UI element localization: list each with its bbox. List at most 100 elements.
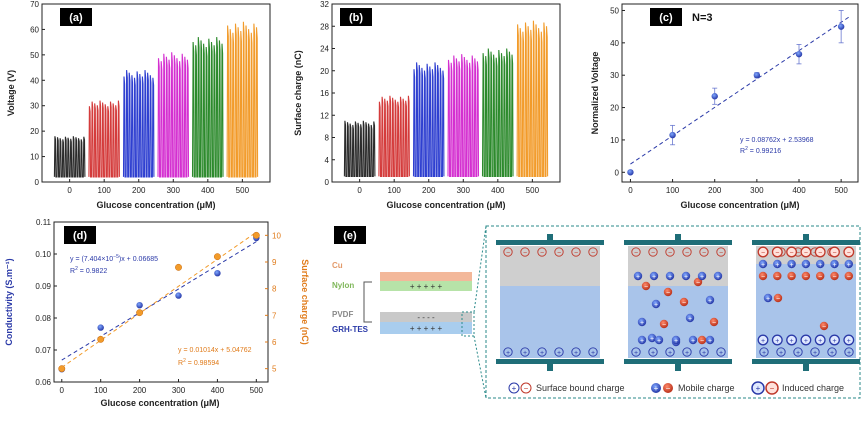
panel-c-normalized-voltage-chart: 0 10 20 30 40 50 0 100 200 300 400 500 Glucose con… xyxy=(590,3,859,210)
legend-negative-bound-icon xyxy=(520,382,532,394)
bound-positive-charge xyxy=(520,347,530,357)
induced-positive-charge xyxy=(843,334,855,346)
waveform-series-400 xyxy=(481,48,514,177)
x-tick-labels: 0 100 200 300 400 500 xyxy=(628,179,848,195)
right-y-tick-label: 7 xyxy=(272,311,277,320)
mobile-charge xyxy=(787,271,796,281)
svg-text:−: − xyxy=(712,320,716,327)
x-tick-label: 200 xyxy=(422,186,436,195)
mobile-charge xyxy=(816,259,825,269)
induced-positive-charge xyxy=(757,334,769,346)
charge-state-cells: −−−−−−++++++−−−−−−++++++−−−+−++−+−++−+++… xyxy=(496,234,860,371)
mobile-charge xyxy=(671,335,681,345)
r-squared: R2 = 0.99216 xyxy=(740,146,781,155)
svg-text:+: + xyxy=(557,350,561,357)
bound-negative-charge xyxy=(699,247,709,257)
zoom-box xyxy=(485,225,861,399)
svg-text:+: + xyxy=(790,262,794,269)
svg-text:+: + xyxy=(651,350,655,357)
mobile-charge xyxy=(633,271,643,281)
grh-tes-layer xyxy=(380,322,472,334)
conductivity-surface-charge-plot xyxy=(58,231,260,373)
y-tick-label: 16 xyxy=(320,89,329,98)
legend-induced-label: Induced charge xyxy=(782,383,844,393)
charge-cell: −−−−−−++++++−−−−−−−+++++++−−−−−−−+−−++++… xyxy=(752,234,860,371)
y-tick-label: 20 xyxy=(610,104,619,113)
mobile-charge xyxy=(819,321,829,331)
left-y-tick-labels: 0.06 0.07 0.08 0.09 0.10 0.11 xyxy=(35,218,57,387)
svg-text:−: − xyxy=(770,384,775,393)
svg-text:+: + xyxy=(775,262,779,269)
svg-text:−: − xyxy=(822,324,826,331)
y-tick-label: 10 xyxy=(30,153,39,162)
svg-text:+: + xyxy=(688,316,692,323)
svg-text:−: − xyxy=(540,250,544,257)
bound-positive-charge xyxy=(699,347,709,357)
x-tick-label: 500 xyxy=(250,386,264,395)
induced-positive-charge xyxy=(800,334,812,346)
svg-text:+: + xyxy=(640,320,644,327)
left-y-axis-label: Conductivity (S.m⁻¹) xyxy=(4,258,14,345)
mobile-charge xyxy=(713,271,723,281)
x-axis-label: Glucose concentration (μM) xyxy=(96,200,215,210)
x-tick-label: 300 xyxy=(750,186,764,195)
left-y-tick-label: 0.09 xyxy=(35,282,51,291)
surface-charge-traces xyxy=(343,20,549,177)
svg-text:−: − xyxy=(775,250,779,257)
panel-label-box xyxy=(650,8,682,26)
data-point xyxy=(711,93,718,100)
bottom-terminal xyxy=(675,364,681,371)
svg-text:−: − xyxy=(847,250,851,257)
svg-text:+: + xyxy=(716,274,720,281)
layer-label-nylon: Nylon xyxy=(332,281,354,290)
x-tick-label: 100 xyxy=(666,186,680,195)
svg-text:+: + xyxy=(762,350,766,357)
svg-text:−: − xyxy=(666,290,670,297)
x-axis-label: Glucose concentration (μM) xyxy=(386,200,505,210)
bottom-terminal xyxy=(803,364,809,371)
svg-text:+: + xyxy=(512,384,517,393)
surface-charge-r-squared: R2 = 0.98594 xyxy=(178,358,219,367)
waveform-series-100 xyxy=(88,100,120,178)
y-axis-label: Voltage (V) xyxy=(6,70,16,116)
mobile-charge xyxy=(830,259,839,269)
bound-positive-charge xyxy=(844,347,854,357)
nylon-layer xyxy=(380,281,472,291)
x-tick-labels: 0 100 200 300 400 500 xyxy=(357,179,540,195)
bound-positive-charge xyxy=(827,347,837,357)
data-point xyxy=(627,169,634,176)
bound-negative-charge xyxy=(631,247,641,257)
conductivity-point xyxy=(175,292,182,299)
x-tick-label: 400 xyxy=(201,186,215,195)
mobile-charge xyxy=(685,313,695,323)
fit-equation: y = 0.08762x + 2.53968 xyxy=(740,137,814,144)
conductivity-point xyxy=(136,302,143,309)
svg-text:−: − xyxy=(644,284,648,291)
mobile-charge xyxy=(787,259,796,269)
x-axis-label: Glucose concentration (μM) xyxy=(100,398,219,408)
svg-text:+: + xyxy=(691,338,695,345)
svg-text:−: − xyxy=(634,250,638,257)
pvdf-layer xyxy=(380,312,472,322)
svg-text:+: + xyxy=(766,296,770,303)
svg-text:+: + xyxy=(818,338,822,345)
surface-charge-point xyxy=(175,263,182,271)
waveform-series-100 xyxy=(378,95,410,177)
svg-text:−: − xyxy=(696,280,700,287)
svg-text:+: + xyxy=(804,262,808,269)
waveform-series-0 xyxy=(343,120,376,177)
mobile-charge xyxy=(844,259,853,269)
bottom-electrode xyxy=(624,359,732,364)
waveform-series-500 xyxy=(226,21,259,178)
x-tick-label: 0 xyxy=(357,186,362,195)
bound-positive-charge xyxy=(537,347,547,357)
x-tick-label: 400 xyxy=(211,386,225,395)
x-tick-label: 100 xyxy=(98,186,112,195)
bound-negative-charge xyxy=(571,247,581,257)
panel-label: (a) xyxy=(69,12,83,24)
bound-negative-charge xyxy=(716,247,726,257)
layer-label-pvdf: PVDF xyxy=(332,310,353,319)
surface-charge-point xyxy=(97,335,105,343)
y-tick-label: 0 xyxy=(325,178,330,187)
svg-text:+: + xyxy=(847,262,851,269)
